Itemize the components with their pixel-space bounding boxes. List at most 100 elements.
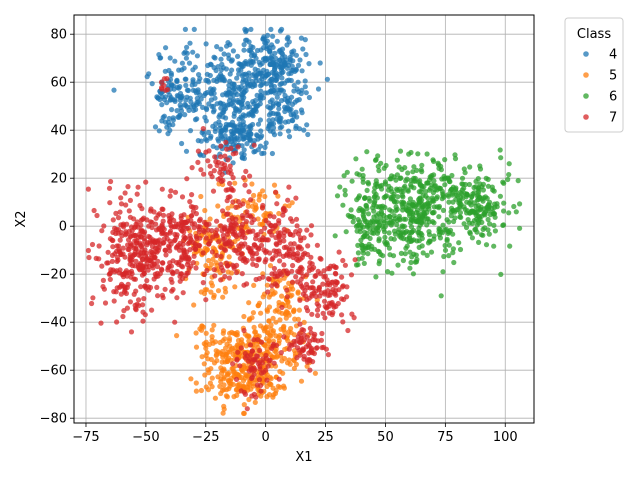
- scatter-point: [305, 131, 311, 138]
- scatter-point: [440, 222, 446, 228]
- scatter-point: [303, 281, 310, 287]
- scatter-point: [517, 201, 523, 207]
- scatter-point: [277, 28, 283, 34]
- scatter-point: [200, 250, 206, 256]
- scatter-point: [212, 273, 218, 279]
- scatter-point: [257, 101, 263, 107]
- scatter-point: [94, 212, 100, 219]
- scatter-point: [375, 248, 381, 254]
- scatter-point: [268, 376, 274, 382]
- scatter-point: [239, 155, 245, 161]
- scatter-point: [419, 186, 425, 192]
- scatter-point: [492, 214, 498, 220]
- scatter-point: [294, 86, 300, 92]
- scatter-point: [194, 235, 200, 241]
- scatter-point: [211, 168, 217, 174]
- scatter-point: [268, 322, 274, 328]
- scatter-point: [345, 212, 351, 218]
- scatter-point: [194, 95, 200, 101]
- scatter-point: [251, 108, 257, 114]
- scatter-point: [181, 65, 187, 71]
- scatter-point: [218, 154, 224, 160]
- scatter-point: [290, 262, 296, 269]
- scatter-point: [229, 57, 235, 63]
- scatter-point: [206, 241, 212, 247]
- scatter-point: [104, 260, 110, 266]
- scatter-point: [208, 289, 214, 295]
- scatter-point: [236, 116, 242, 122]
- scatter-point: [218, 166, 224, 172]
- scatter-point: [209, 327, 215, 333]
- scatter-point: [193, 388, 199, 394]
- scatter-point: [257, 117, 263, 123]
- scatter-point: [439, 196, 445, 202]
- scatter-point: [198, 193, 204, 200]
- scatter-point: [476, 239, 482, 245]
- scatter-point: [303, 305, 309, 311]
- scatter-point: [167, 55, 173, 61]
- scatter-point: [469, 220, 475, 226]
- scatter-point: [202, 207, 208, 214]
- scatter-point: [302, 37, 308, 43]
- scatter-point: [279, 46, 286, 52]
- scatter-point: [292, 316, 298, 322]
- scatter-point: [393, 177, 399, 183]
- scatter-point: [321, 344, 327, 350]
- y-tick-label: 20: [50, 172, 67, 187]
- scatter-point: [122, 190, 128, 196]
- scatter-point: [264, 282, 270, 288]
- scatter-point: [301, 353, 307, 359]
- scatter-point: [98, 320, 104, 326]
- scatter-point: [361, 260, 367, 266]
- scatter-point: [425, 204, 431, 210]
- legend-marker: [583, 51, 589, 57]
- scatter-point: [283, 252, 289, 258]
- scatter-point: [138, 284, 144, 290]
- scatter-point: [187, 247, 193, 253]
- x-tick-label: −75: [72, 430, 99, 445]
- scatter-point: [219, 161, 225, 167]
- scatter-point: [172, 237, 178, 243]
- scatter-point: [224, 260, 230, 266]
- scatter-point: [378, 160, 384, 166]
- scatter-point: [196, 72, 202, 78]
- scatter-point: [277, 258, 283, 264]
- scatter-point: [507, 243, 513, 249]
- scatter-point: [181, 234, 187, 240]
- scatter-point: [120, 245, 126, 251]
- scatter-point: [221, 328, 227, 334]
- scatter-point: [309, 347, 315, 353]
- scatter-point: [298, 270, 304, 276]
- scatter-point: [276, 376, 282, 382]
- scatter-point: [269, 345, 275, 351]
- series-7-points: [85, 76, 358, 412]
- scatter-point: [255, 136, 261, 142]
- scatter-point: [219, 265, 225, 271]
- series-6-points: [332, 147, 523, 299]
- scatter-point: [275, 193, 281, 199]
- scatter-point: [212, 55, 218, 61]
- scatter-point: [241, 134, 247, 140]
- scatter-point: [144, 278, 150, 284]
- scatter-point: [218, 365, 224, 371]
- scatter-point: [466, 181, 472, 188]
- scatter-point: [238, 339, 244, 346]
- scatter-point: [251, 372, 257, 378]
- scatter-point: [285, 128, 292, 134]
- y-tick-label: 0: [59, 220, 67, 235]
- scatter-point: [170, 271, 176, 277]
- scatter-point: [225, 205, 231, 211]
- scatter-point: [326, 310, 332, 316]
- scatter-point: [240, 257, 246, 264]
- scatter-point: [340, 283, 346, 289]
- scatter-point: [482, 209, 489, 215]
- scatter-point: [283, 309, 290, 315]
- scatter-point: [241, 313, 247, 320]
- scatter-point: [321, 298, 328, 304]
- scatter-point: [259, 360, 266, 366]
- scatter-point: [238, 228, 244, 234]
- scatter-point: [406, 229, 413, 235]
- scatter-point: [200, 227, 206, 234]
- scatter-point: [166, 115, 172, 122]
- scatter-point: [477, 181, 483, 187]
